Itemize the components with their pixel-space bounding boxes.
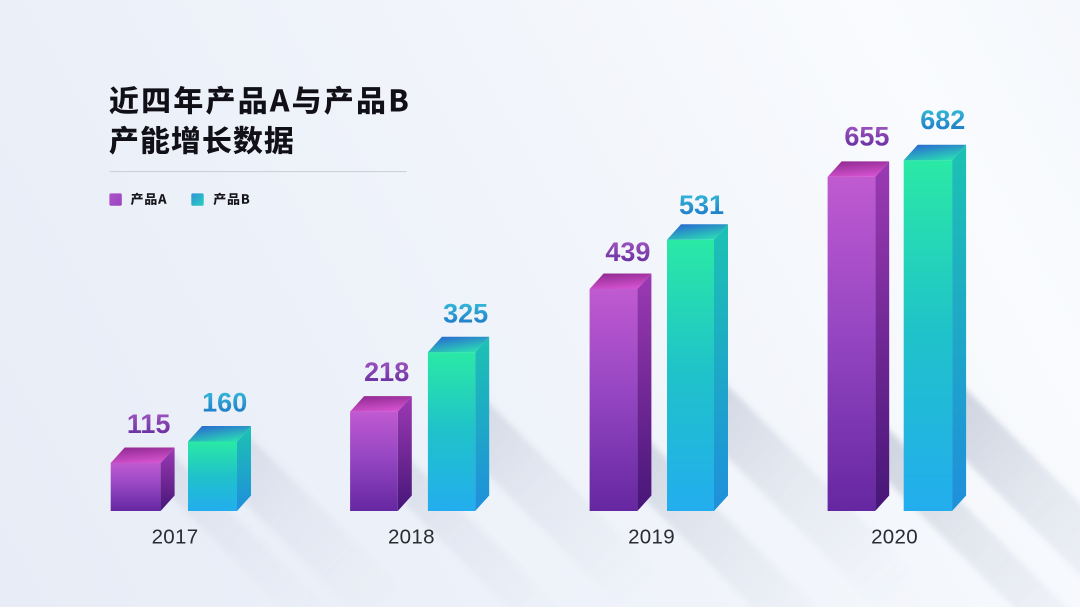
- svg-text:218: 218: [364, 357, 409, 387]
- svg-text:325: 325: [443, 299, 488, 329]
- svg-text:682: 682: [920, 105, 965, 135]
- svg-text:439: 439: [605, 237, 650, 267]
- svg-text:2017: 2017: [152, 526, 199, 549]
- svg-text:2019: 2019: [628, 526, 675, 549]
- svg-text:655: 655: [844, 121, 889, 151]
- svg-text:531: 531: [679, 190, 724, 220]
- svg-text:2020: 2020: [871, 526, 918, 549]
- svg-text:115: 115: [127, 409, 171, 439]
- svg-text:160: 160: [202, 387, 247, 417]
- svg-text:2018: 2018: [388, 526, 435, 549]
